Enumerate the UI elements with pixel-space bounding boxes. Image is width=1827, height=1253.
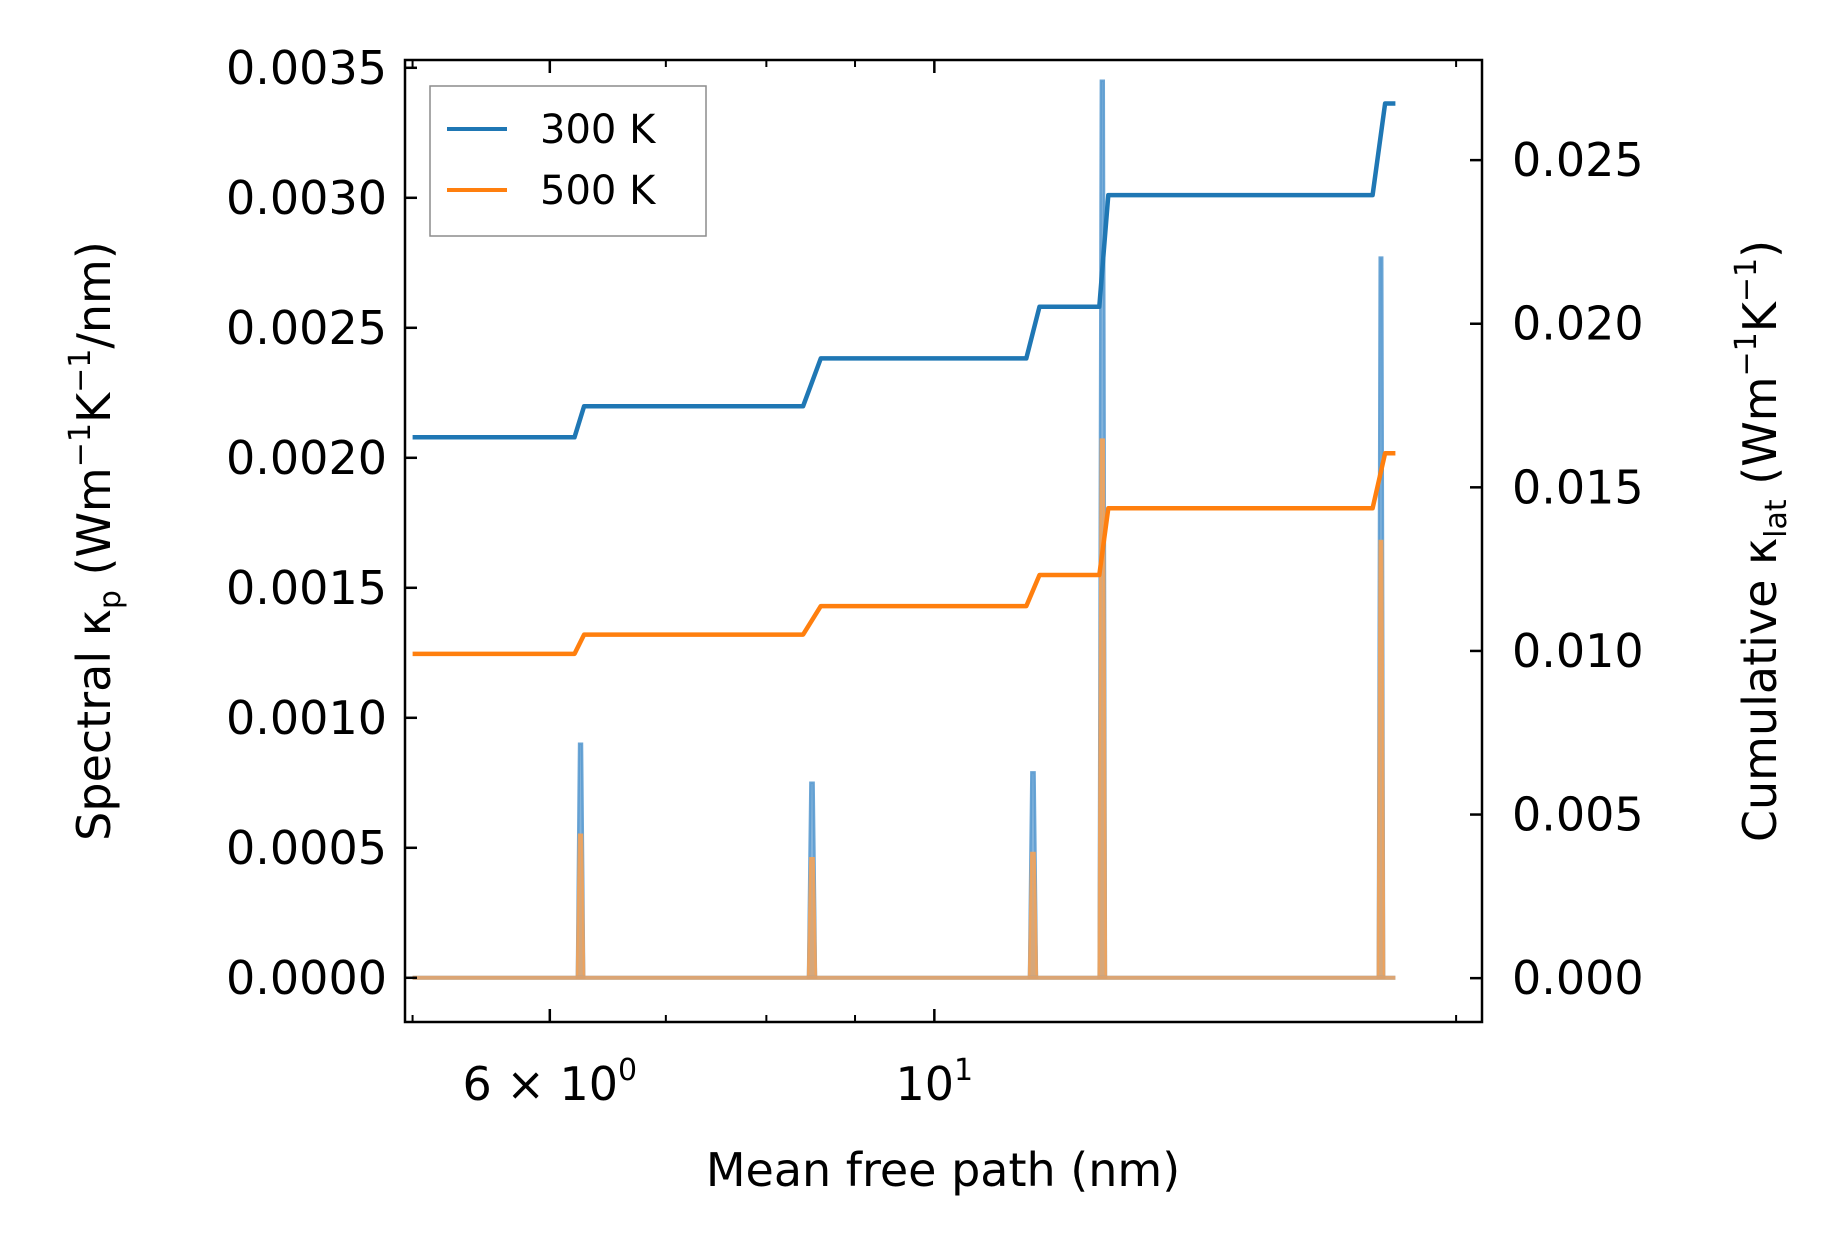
y-tick-label-left: 0.0025 (226, 301, 387, 355)
legend-label-300K: 300 K (540, 107, 657, 153)
y-tick-label-right: 0.025 (1512, 133, 1644, 187)
y-tick-label-right: 0.015 (1512, 460, 1644, 514)
ticks-layer: 0.0000 0.0005 0.0010 0.0015 0.0020 0.0025 0.00… (226, 41, 1644, 1111)
spectral-peak-500K-3 (1027, 851, 1039, 980)
legend: 300 K 500 K (429, 85, 707, 237)
cumulative-layer (412, 101, 1396, 657)
y-axis-label-right: Cumulative κlat (Wm−1K−1) (1729, 240, 1794, 842)
spectral-peak-500K-2 (806, 856, 818, 980)
plot-frame (403, 58, 1484, 1024)
x-tick-label: 101 (896, 1053, 974, 1111)
spectral-peak-500K-1 (575, 833, 586, 980)
spectral-peak-500K-5 (1376, 539, 1386, 980)
y-tick-label-right: 0.020 (1512, 297, 1644, 351)
y-tick-label-left: 0.0035 (226, 41, 387, 95)
y-tick-label-left: 0.0005 (226, 821, 387, 875)
y-tick-label-left: 0.0030 (226, 171, 387, 225)
y-axis-label-left: Spectral κp (Wm−1K−1/nm) (63, 241, 128, 841)
y-tick-label-right: 0.005 (1512, 788, 1644, 842)
cumulative-line-300K (412, 101, 1396, 440)
y-tick-label-left: 0.0020 (226, 431, 387, 485)
x-tick-label: 6 × 100 (462, 1053, 637, 1111)
y-tick-label-right: 0.010 (1512, 624, 1644, 678)
y-tick-label-right: 0.000 (1512, 951, 1644, 1005)
legend-frame (429, 85, 707, 237)
cumulative-line-500K (412, 451, 1396, 657)
y-tick-label-left: 0.0010 (226, 691, 387, 745)
y-tick-label-left: 0.0000 (226, 951, 387, 1005)
x-axis-label: Mean free path (nm) (706, 1143, 1180, 1197)
legend-label-500K: 500 K (540, 168, 657, 214)
y-tick-label-left: 0.0015 (226, 561, 387, 615)
